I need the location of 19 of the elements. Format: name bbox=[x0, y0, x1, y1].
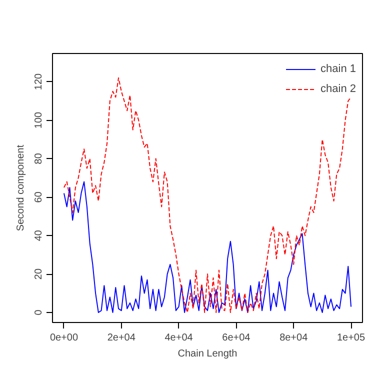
x-tick-label: 0e+00 bbox=[50, 332, 78, 344]
y-tick-label: 60 bbox=[34, 191, 44, 203]
y-tick-label: 100 bbox=[34, 111, 44, 129]
y-tick-label: 80 bbox=[34, 152, 44, 164]
y-tick-label: 0 bbox=[34, 309, 44, 316]
x-axis-title: Chain Length bbox=[178, 348, 238, 360]
y-tick-label: 120 bbox=[34, 72, 44, 90]
x-tick-label: 1e+05 bbox=[336, 332, 366, 344]
y-axis-title: Second component bbox=[16, 144, 26, 232]
x-tick-label: 8e+04 bbox=[280, 332, 308, 344]
x-tick-label: 2e+04 bbox=[107, 332, 136, 344]
legend-label: chain 2 bbox=[320, 83, 356, 95]
line-series bbox=[63, 181, 352, 313]
line-series bbox=[63, 77, 352, 313]
y-tick-label: 20 bbox=[34, 268, 44, 280]
y-tick-label: 40 bbox=[34, 230, 44, 242]
x-tick-label: 6e+04 bbox=[222, 332, 251, 344]
x-tick-label: 4e+04 bbox=[164, 332, 194, 344]
legend-label: chain 1 bbox=[320, 63, 356, 75]
